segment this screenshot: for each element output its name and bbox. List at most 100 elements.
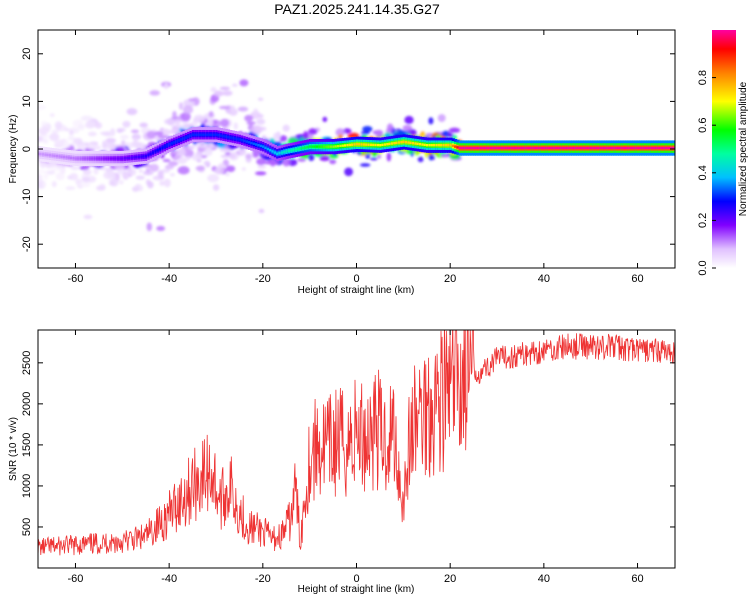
spectrogram-ridge-cell (397, 141, 402, 144)
spectrogram-main-ridge (38, 127, 675, 167)
spectrogram-ridge-cell (503, 146, 507, 150)
spectrogram-cell (245, 153, 253, 159)
spectrogram-cell (86, 143, 97, 150)
spectrogram-cell (447, 132, 454, 139)
spectrogram-ridge-cell (650, 146, 654, 150)
spectrogram-cell (255, 171, 267, 176)
spectrogram-ridge-cell (294, 148, 299, 151)
spectrogram-ridge-cell (329, 145, 334, 148)
spectrogram-cell (279, 135, 288, 142)
spectrogram-ridge-cell (259, 144, 263, 148)
spectrogram-ridge-cell (187, 135, 191, 138)
colorbar-tick-label: 0.4 (697, 165, 709, 180)
spectrogram-ridge-cell (421, 143, 425, 146)
spectrogram-cell (253, 108, 258, 114)
chart-title: PAZ1.2025.241.14.35.G27 (274, 1, 440, 17)
spectrogram-cell (41, 182, 47, 187)
spectrogram-cell (38, 105, 47, 110)
spectrogram-ridge-cell (606, 146, 610, 150)
spectrogram-ridge-cell (479, 146, 484, 150)
spectrogram-cell (203, 147, 213, 157)
spectrogram-ridge-cell (521, 146, 526, 150)
spectrogram-cell (101, 140, 107, 150)
spectrogram-ridge-cell (252, 142, 256, 145)
spectrogram-ridge-cell (657, 146, 662, 150)
spectrogram-ridge-cell (278, 151, 282, 155)
spectrogram-cell (39, 160, 47, 169)
spectrogram-cell (138, 168, 143, 173)
spectrogram-cell (162, 158, 171, 163)
spectrogram-cell (126, 108, 138, 116)
spectrogram-cell (180, 112, 191, 121)
spectrogram-cell (220, 154, 231, 158)
spectrogram-cell (138, 185, 144, 192)
spectrogram-ridge-cell (559, 146, 563, 150)
spectrogram-cell (214, 90, 224, 97)
spectrogram-ridge-cell (599, 146, 603, 150)
spectrogram-ridge-cell (617, 146, 622, 150)
spectrogram-ridge-cell (671, 146, 675, 150)
spectrogram-ridge-cell (493, 146, 498, 150)
snr-y-tick-label: 500 (21, 518, 33, 536)
spectrogram-ridge-cell (196, 133, 200, 136)
spectrogram-cell (282, 124, 290, 132)
snr-x-axis-label: Height of straight line (km) (298, 584, 415, 595)
spectrogram-ridge-cell (613, 146, 617, 150)
spectrogram-ridge-cell (170, 142, 174, 145)
spectrogram-cell (38, 138, 44, 142)
spectrogram-cell (131, 133, 141, 140)
spectrogram-ridge-cell (491, 146, 495, 150)
spectrogram-cell (100, 131, 111, 136)
spectrogram-ridge-cell (568, 146, 573, 150)
spectrogram-ridge-cell (240, 139, 245, 142)
spectrogram-ridge-cell (180, 138, 184, 141)
spectrogram-ridge-cell (428, 144, 432, 147)
spectrogram-ridge-cell (587, 146, 591, 150)
spectrogram-cell (257, 97, 264, 101)
spectrogram-ridge-cell (102, 157, 106, 160)
spectrogram-ridge-cell (442, 144, 446, 147)
spectrogram-ridge-cell (538, 146, 542, 150)
spectrogram-x-tick-label: -60 (68, 273, 84, 285)
spectrogram-ridge-cell (48, 154, 53, 157)
spectrogram-y-tick-label: 0 (21, 146, 33, 152)
snr-y-tick-label: 2500 (21, 351, 33, 375)
spectrogram-cell (164, 118, 177, 125)
spectrogram-cell (55, 166, 64, 171)
spectrogram-cell (329, 159, 337, 165)
spectrogram-ridge-cell (243, 139, 247, 143)
spectrogram-ridge-cell (664, 146, 669, 150)
spectrogram-cell (377, 154, 382, 159)
spectrogram-ridge-cell (62, 155, 67, 159)
spectrogram-ridge-cell (372, 143, 376, 147)
spectrogram-ridge-cell (55, 154, 60, 158)
spectrogram-cell (297, 157, 307, 162)
spectrogram-ridge-cell (250, 141, 254, 145)
spectrogram-ridge-cell (280, 151, 284, 154)
spectrogram-cell (193, 116, 206, 123)
spectrogram-cell (163, 178, 171, 188)
spectrogram-cell (370, 157, 378, 161)
spectrogram-ridge-cell (639, 146, 643, 150)
spectrogram-ridge-cell (353, 143, 357, 146)
spectrogram-cell (191, 154, 202, 161)
spectrogram-ridge-cell (414, 142, 418, 145)
spectrogram-ridge-cell (287, 149, 291, 153)
spectrogram-ridge-cell (245, 140, 249, 143)
spectrogram-x-tick-label: 60 (631, 273, 643, 285)
spectrogram-ridge-cell (533, 146, 537, 150)
spectrogram-ridge-cell (205, 133, 210, 136)
spectrogram-cell (115, 165, 126, 170)
spectrogram-ridge-cell (158, 147, 163, 151)
spectrogram-y-tick-label: 10 (21, 95, 33, 107)
spectrogram-x-tick-label: 0 (353, 273, 359, 285)
spectrogram-cell (43, 171, 49, 181)
spectrogram-ridge-cell (496, 146, 500, 150)
spectrogram-ridge-cell (374, 143, 378, 147)
spectrogram-ridge-cell (603, 146, 608, 150)
snr-x-tick-label: 40 (538, 573, 550, 585)
spectrogram-x-tick-label: 20 (444, 273, 456, 285)
spectrogram-cell (230, 105, 236, 113)
spectrogram-ridge-cell (404, 141, 409, 144)
spectrogram-cell (82, 169, 92, 175)
